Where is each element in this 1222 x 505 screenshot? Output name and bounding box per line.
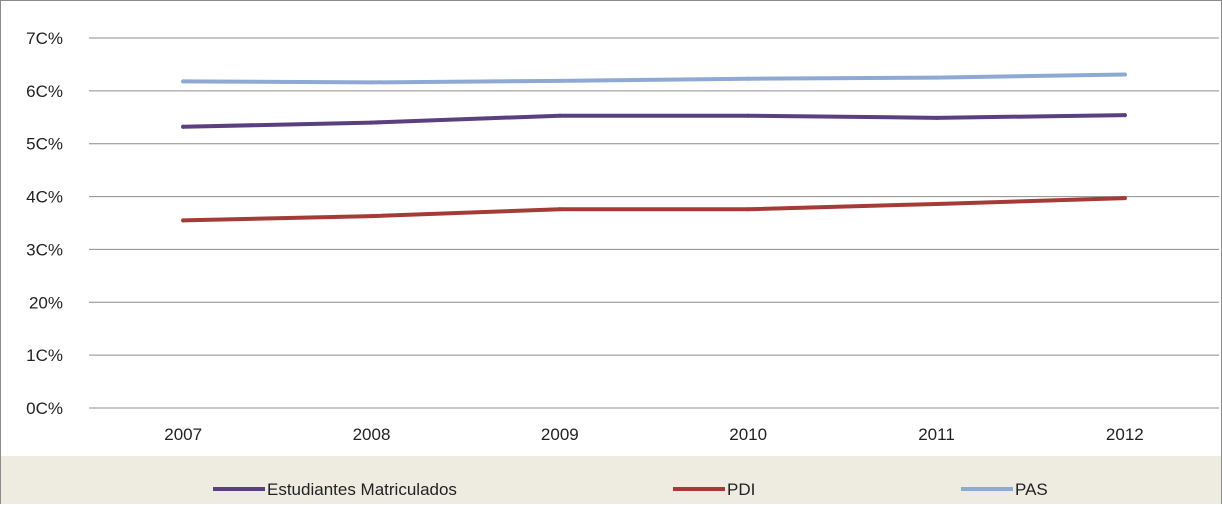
- data-point: [369, 214, 374, 219]
- data-point: [746, 113, 751, 118]
- gridlines: [89, 37, 1219, 409]
- legend-label: Estudiantes Matriculados: [267, 480, 457, 499]
- data-point: [557, 113, 562, 118]
- x-tick-label: 2007: [164, 425, 202, 444]
- legend-label: PAS: [1015, 480, 1048, 499]
- data-point: [557, 78, 562, 83]
- x-axis-tick-labels: 2007 2008 2009 2010 2011 2012: [164, 425, 1143, 444]
- y-tick-label: 7C%: [26, 29, 63, 48]
- legend-label: PDI: [727, 480, 755, 499]
- y-tick-label: 20%: [29, 293, 63, 312]
- y-tick-label: 1C%: [26, 346, 63, 365]
- y-tick-label: 6C%: [26, 82, 63, 101]
- x-tick-label: 2008: [353, 425, 391, 444]
- data-point: [1122, 113, 1127, 118]
- y-tick-label: 3C%: [26, 240, 63, 259]
- x-tick-label: 2012: [1106, 425, 1144, 444]
- y-tick-label: 5C%: [26, 135, 63, 154]
- data-point: [369, 120, 374, 125]
- y-tick-label: 0C%: [26, 399, 63, 418]
- data-point: [746, 76, 751, 81]
- data-point: [181, 79, 186, 84]
- y-axis-tick-labels: 0C% 1C% 20% 3C% 4C% 5C% 6C% 7C%: [26, 29, 63, 418]
- x-tick-label: 2010: [729, 425, 767, 444]
- y-tick-label: 4C%: [26, 188, 63, 207]
- legend: Estudiantes Matriculados PDI PAS: [213, 480, 1048, 499]
- data-point: [181, 124, 186, 129]
- series-line-1: [181, 196, 1127, 223]
- series-line-2: [181, 72, 1127, 85]
- data-point: [934, 75, 939, 80]
- data-point: [934, 201, 939, 206]
- x-tick-label: 2009: [541, 425, 579, 444]
- data-point: [557, 207, 562, 212]
- data-point: [1122, 196, 1127, 201]
- data-point: [934, 115, 939, 120]
- data-point: [369, 80, 374, 85]
- data-point: [181, 218, 186, 223]
- series-line-0: [181, 113, 1127, 129]
- series-lines: [181, 72, 1127, 223]
- x-tick-label: 2011: [918, 425, 955, 444]
- data-point: [746, 207, 751, 212]
- legend-background: [1, 456, 1221, 504]
- data-point: [1122, 72, 1127, 77]
